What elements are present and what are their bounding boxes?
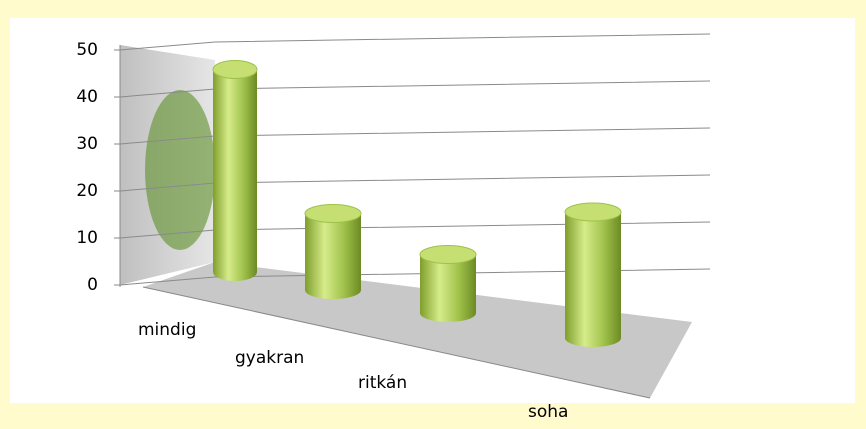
y-tick-label: 40 (76, 87, 98, 107)
bar-top (213, 61, 257, 79)
x-tick-label: soha (528, 402, 568, 422)
bar-top (305, 205, 361, 223)
bar (305, 214, 361, 300)
wall-decoration (145, 90, 215, 250)
page: {"chart_data": {"type": "bar3d", "catego… (0, 0, 866, 429)
bar (420, 255, 476, 322)
bar-top (420, 246, 476, 264)
bar (213, 70, 257, 282)
bar-top (565, 203, 621, 221)
bar (565, 212, 621, 347)
chart: 0 10 20 30 40 50 mindig gyakran ritkán soha (0, 0, 866, 429)
y-tick-label: 30 (76, 134, 98, 154)
x-tick-label: gyakran (235, 348, 304, 368)
y-tick-label: 0 (87, 275, 98, 295)
x-tick-label: ritkán (358, 373, 407, 393)
y-tick-label: 50 (76, 40, 98, 60)
x-tick-label: mindig (138, 320, 196, 340)
y-tick-label: 20 (76, 181, 98, 201)
y-tick-label: 10 (76, 228, 98, 248)
